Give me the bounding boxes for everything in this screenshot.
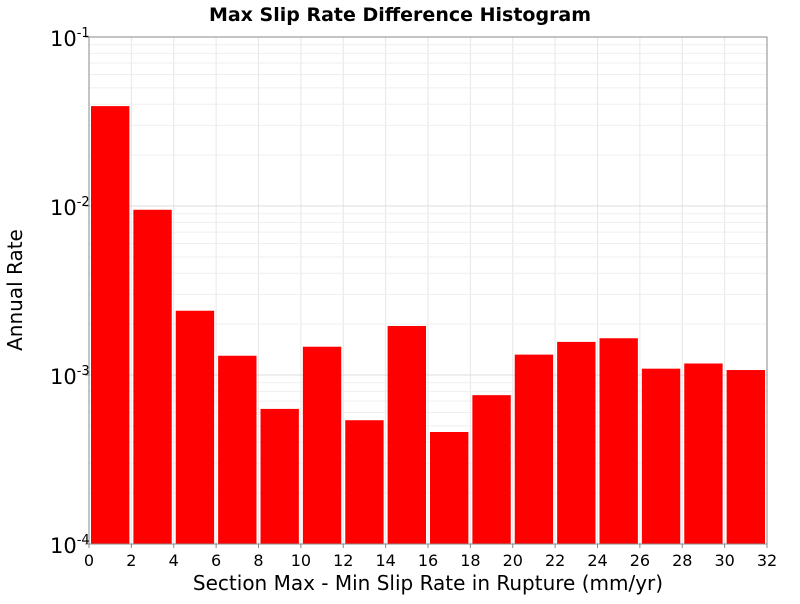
x-tick-label: 6 [211,551,221,570]
histogram-bar [557,341,596,544]
histogram-bar [133,209,172,544]
x-tick-label: 20 [503,551,523,570]
x-axis-label: Section Max - Min Slip Rate in Rupture (… [193,571,663,595]
y-tick-label: 10-3 [50,364,90,389]
histogram-bar [430,431,469,544]
histogram-bar [345,420,384,544]
histogram-bar [91,106,130,545]
x-tick-label: 10 [291,551,311,570]
x-tick-label: 24 [587,551,607,570]
x-tick-label: 8 [253,551,263,570]
bars [91,106,765,545]
y-tick-label: 10-4 [50,533,90,558]
x-tick-label: 14 [375,551,395,570]
x-tick-label: 30 [714,551,734,570]
histogram-bar [218,355,257,544]
x-tick-label: 12 [333,551,353,570]
histogram-bar [175,310,215,544]
x-tick-label: 28 [672,551,692,570]
y-axis-label: Annual Rate [3,229,27,351]
histogram-bar [684,363,723,544]
histogram-bar [599,338,638,544]
x-tick-label: 16 [418,551,438,570]
histogram-bar [726,370,765,544]
x-tick-label: 22 [545,551,565,570]
y-tick-label: 10-1 [50,26,90,51]
y-tick-labels: 10-4 10-3 10-2 10-1 [50,26,90,558]
histogram-bar [387,325,426,544]
x-tick-label: 18 [460,551,480,570]
x-tick-labels: 0 2 4 6 8 10 12 14 16 18 20 22 24 26 28 30 32 [84,544,777,570]
x-tick-label: 2 [126,551,136,570]
x-tick-label: 32 [757,551,777,570]
histogram-bar [260,408,299,544]
x-tick-label: 26 [630,551,650,570]
x-tick-label: 0 [84,551,94,570]
histogram-bar [472,395,511,544]
histogram-bar [302,346,342,544]
histogram-bar [514,354,554,544]
histogram-bar [641,368,681,544]
x-tick-label: 4 [169,551,179,570]
y-tick-label: 10-2 [50,195,90,220]
chart-title: Max Slip Rate Difference Histogram [209,4,591,26]
